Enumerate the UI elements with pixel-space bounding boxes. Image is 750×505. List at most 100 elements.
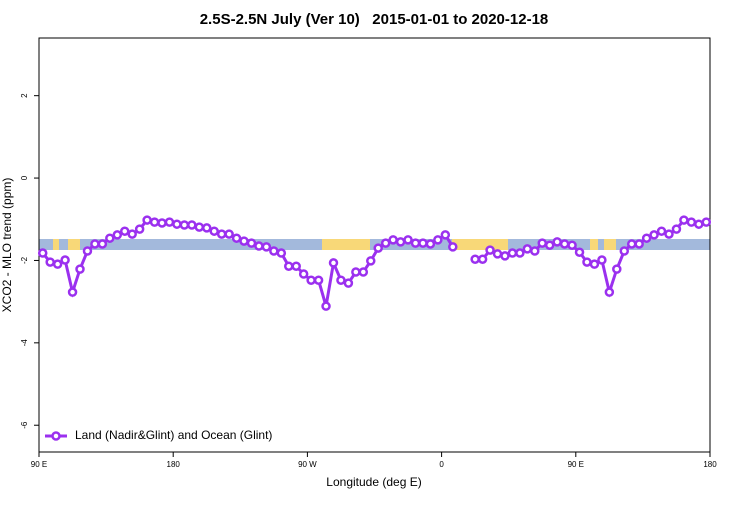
- data-point: [425, 239, 436, 249]
- data-point: [604, 287, 615, 297]
- data-point: [351, 267, 361, 277]
- land-patch: [452, 239, 508, 250]
- data-point: [157, 218, 167, 228]
- data-point: [582, 257, 592, 267]
- data-point: [485, 245, 495, 255]
- data-point: [380, 238, 391, 248]
- data-point: [149, 217, 160, 227]
- data-point: [559, 239, 570, 249]
- data-point: [686, 217, 697, 227]
- land-patch: [68, 239, 80, 250]
- data-point: [298, 269, 309, 279]
- data-point: [358, 267, 369, 277]
- data-point: [142, 215, 152, 225]
- data-point: [187, 220, 197, 230]
- data-point: [261, 242, 272, 252]
- data-point: [343, 278, 354, 288]
- data-point: [119, 226, 130, 236]
- data-point: [656, 226, 667, 236]
- data-point: [522, 244, 533, 254]
- x-tick-label: 180: [703, 460, 717, 469]
- data-point: [75, 264, 85, 274]
- plot-frame: [38, 37, 711, 453]
- data-point: [276, 248, 287, 258]
- data-point: [224, 229, 234, 239]
- data-point: [336, 275, 346, 285]
- data-point: [321, 301, 331, 311]
- data-point: [567, 240, 577, 250]
- data-point: [67, 287, 78, 297]
- data-point: [507, 248, 518, 258]
- data-point: [626, 239, 637, 249]
- legend-marker: [51, 431, 61, 441]
- data-point: [105, 233, 115, 243]
- data-point: [701, 217, 712, 227]
- data-point: [313, 275, 324, 285]
- x-tick-label: 90 W: [298, 460, 317, 469]
- data-point: [127, 229, 137, 239]
- data-point: [433, 235, 443, 245]
- data-point: [679, 215, 689, 225]
- data-point: [410, 238, 421, 248]
- x-tick-label: 90 E: [31, 460, 47, 469]
- data-point: [664, 229, 674, 239]
- y-tick-label: -4: [20, 339, 29, 347]
- y-axis-label: XCO2 - MLO trend (ppm): [0, 178, 14, 313]
- data-point: [500, 251, 510, 261]
- ocean-band: [39, 239, 710, 250]
- data-point: [82, 246, 93, 256]
- data-point: [328, 258, 339, 268]
- data-point: [291, 261, 301, 271]
- data-point: [366, 256, 376, 266]
- y-tick-label: -6: [20, 421, 29, 429]
- data-point: [671, 224, 682, 234]
- data-point: [254, 241, 264, 251]
- data-point: [395, 237, 406, 247]
- x-tick-label: 0: [439, 460, 444, 469]
- data-point: [649, 230, 659, 240]
- data-point: [492, 249, 503, 259]
- chart-title: 2.5S-2.5N July (Ver 10) 2015-01-01 to 20…: [200, 11, 549, 28]
- data-point: [209, 226, 219, 236]
- data-point: [90, 239, 100, 249]
- data-point: [246, 238, 257, 248]
- data-point: [112, 230, 123, 240]
- data-point: [597, 255, 607, 265]
- land-patch: [604, 239, 616, 250]
- data-point: [373, 243, 383, 253]
- data-point: [589, 259, 600, 269]
- data-point: [134, 224, 145, 234]
- surface-band: [39, 239, 710, 250]
- data-point: [537, 238, 547, 248]
- y-tick-label: 2: [20, 93, 29, 98]
- data-point: [52, 259, 63, 269]
- data-point: [470, 254, 480, 264]
- data-point: [440, 230, 451, 240]
- data-point: [97, 239, 108, 249]
- y-tick-label: -2: [20, 256, 29, 264]
- data-point: [231, 233, 242, 243]
- x-tick-label: 90 E: [568, 460, 584, 469]
- data-point: [60, 255, 70, 265]
- data-point: [216, 229, 227, 239]
- data-point: [515, 248, 525, 258]
- data-point: [194, 222, 205, 232]
- data-point: [448, 242, 458, 252]
- x-axis-label: Longitude (deg E): [326, 475, 421, 489]
- data-point: [172, 219, 182, 229]
- data-point: [418, 238, 428, 248]
- data-point: [619, 246, 630, 256]
- data-point: [403, 235, 413, 245]
- land-patch: [322, 239, 370, 250]
- y-tick-label: 0: [20, 175, 29, 180]
- data-point: [37, 248, 48, 258]
- data-point: [306, 275, 316, 285]
- x-tick-label: 180: [167, 460, 181, 469]
- data-point: [574, 247, 585, 257]
- legend-label: Land (Nadir&Glint) and Ocean (Glint): [75, 428, 272, 442]
- land-patch: [53, 239, 59, 250]
- data-point: [612, 264, 622, 274]
- data-point: [634, 239, 644, 249]
- data-point: [164, 217, 175, 227]
